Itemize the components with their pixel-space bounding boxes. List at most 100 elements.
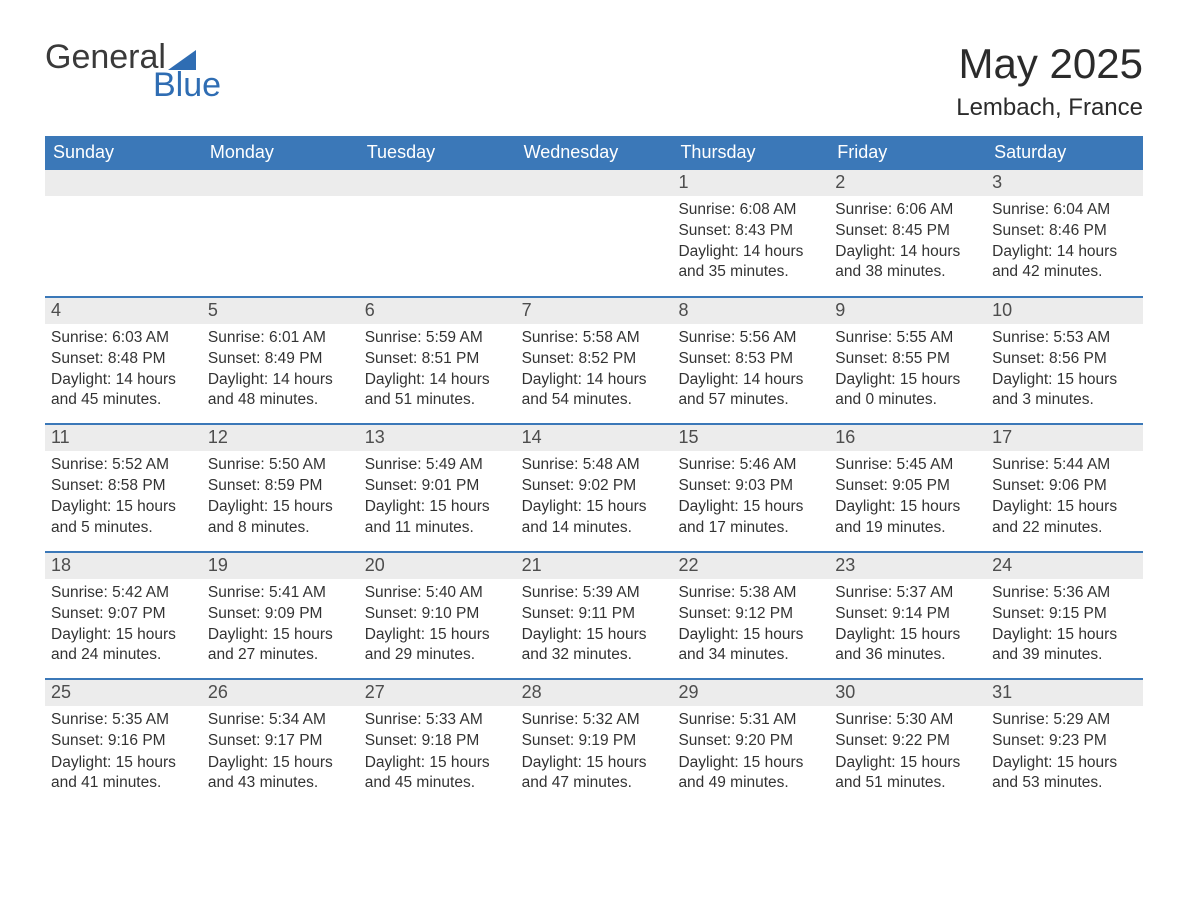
calendar-cell: 12Sunrise: 5:50 AMSunset: 8:59 PMDayligh… — [202, 425, 359, 551]
day-data: Sunrise: 5:31 AMSunset: 9:20 PMDaylight:… — [672, 706, 829, 793]
day-number — [45, 170, 202, 196]
day-data: Sunrise: 5:30 AMSunset: 9:22 PMDaylight:… — [829, 706, 986, 793]
day-data: Sunrise: 6:06 AMSunset: 8:45 PMDaylight:… — [829, 196, 986, 283]
week-row: 11Sunrise: 5:52 AMSunset: 8:58 PMDayligh… — [45, 423, 1143, 551]
calendar-cell: 28Sunrise: 5:32 AMSunset: 9:19 PMDayligh… — [516, 680, 673, 806]
sunrise-line: Sunrise: 5:40 AM — [365, 583, 510, 603]
sunrise-line: Sunrise: 5:49 AM — [365, 455, 510, 475]
day-number: 27 — [359, 680, 516, 706]
day-data: Sunrise: 5:42 AMSunset: 9:07 PMDaylight:… — [45, 579, 202, 666]
sunrise-line: Sunrise: 5:37 AM — [835, 583, 980, 603]
daylight-line: Daylight: 15 hours and 29 minutes. — [365, 625, 510, 665]
day-header: Sunday — [45, 136, 202, 170]
daylight-line: Daylight: 15 hours and 51 minutes. — [835, 753, 980, 793]
sunrise-line: Sunrise: 5:36 AM — [992, 583, 1137, 603]
logo-text-bottom: Blue — [153, 68, 221, 102]
day-data: Sunrise: 5:49 AMSunset: 9:01 PMDaylight:… — [359, 451, 516, 538]
sunrise-line: Sunrise: 5:35 AM — [51, 710, 196, 730]
daylight-line: Daylight: 14 hours and 48 minutes. — [208, 370, 353, 410]
calendar-cell: 25 Sunrise: 5:35 AMSunset: 9:16 PMDayligh… — [45, 680, 202, 806]
calendar-cell: 6Sunrise: 5:59 AMSunset: 8:51 PMDaylight… — [359, 298, 516, 424]
sunset-line: Sunset: 9:16 PM — [51, 731, 196, 751]
sunset-line: Sunset: 8:45 PM — [835, 221, 980, 241]
sunset-line: Sunset: 9:11 PM — [522, 604, 667, 624]
sunset-line: Sunset: 8:55 PM — [835, 349, 980, 369]
day-header: Thursday — [672, 136, 829, 170]
sunset-line: Sunset: 8:58 PM — [51, 476, 196, 496]
sunset-line: Sunset: 8:43 PM — [678, 221, 823, 241]
day-number: 20 — [359, 553, 516, 579]
calendar-cell: 17Sunrise: 5:44 AMSunset: 9:06 PMDayligh… — [986, 425, 1143, 551]
calendar-cell: 1Sunrise: 6:08 AMSunset: 8:43 PMDaylight… — [672, 170, 829, 296]
calendar-cell: 23Sunrise: 5:37 AMSunset: 9:14 PMDayligh… — [829, 553, 986, 679]
daylight-line: Daylight: 15 hours and 53 minutes. — [992, 753, 1137, 793]
day-number: 24 — [986, 553, 1143, 579]
daylight-line: Daylight: 15 hours and 22 minutes. — [992, 497, 1137, 537]
day-data: Sunrise: 5:41 AMSunset: 9:09 PMDaylight:… — [202, 579, 359, 666]
daylight-line: Daylight: 15 hours and 27 minutes. — [208, 625, 353, 665]
day-number: 1 — [672, 170, 829, 196]
day-data: Sunrise: 5:46 AMSunset: 9:03 PMDaylight:… — [672, 451, 829, 538]
sunset-line: Sunset: 8:56 PM — [992, 349, 1137, 369]
calendar-cell: 26Sunrise: 5:34 AMSunset: 9:17 PMDayligh… — [202, 680, 359, 806]
day-number: 22 — [672, 553, 829, 579]
day-number: 21 — [516, 553, 673, 579]
sunrise-line: Sunrise: 5:58 AM — [522, 328, 667, 348]
day-number: 4 — [45, 298, 202, 324]
sunrise-line: Sunrise: 6:06 AM — [835, 200, 980, 220]
day-data: Sunrise: 5:39 AMSunset: 9:11 PMDaylight:… — [516, 579, 673, 666]
logo-text-top: General — [45, 40, 166, 74]
day-header: Monday — [202, 136, 359, 170]
sunrise-line: Sunrise: 5:56 AM — [678, 328, 823, 348]
sunrise-line: Sunrise: 5:50 AM — [208, 455, 353, 475]
sunset-line: Sunset: 9:05 PM — [835, 476, 980, 496]
calendar-cell: 14Sunrise: 5:48 AMSunset: 9:02 PMDayligh… — [516, 425, 673, 551]
day-number: 12 — [202, 425, 359, 451]
sunset-line: Sunset: 9:01 PM — [365, 476, 510, 496]
daylight-line: Daylight: 15 hours and 41 minutes. — [51, 753, 196, 793]
daylight-line: Daylight: 15 hours and 8 minutes. — [208, 497, 353, 537]
calendar-cell: 21Sunrise: 5:39 AMSunset: 9:11 PMDayligh… — [516, 553, 673, 679]
sunrise-line: Sunrise: 5:46 AM — [678, 455, 823, 475]
sunrise-line: Sunrise: 5:33 AM — [365, 710, 510, 730]
sunrise-line: Sunrise: 5:39 AM — [522, 583, 667, 603]
day-data: Sunrise: 5:52 AMSunset: 8:58 PMDaylight:… — [45, 451, 202, 538]
day-data: Sunrise: 5:59 AMSunset: 8:51 PMDaylight:… — [359, 324, 516, 411]
calendar-cell: 15Sunrise: 5:46 AMSunset: 9:03 PMDayligh… — [672, 425, 829, 551]
sunrise-line: Sunrise: 6:08 AM — [678, 200, 823, 220]
day-number: 19 — [202, 553, 359, 579]
sunset-line: Sunset: 9:07 PM — [51, 604, 196, 624]
page-title: May 2025 — [956, 40, 1143, 88]
day-data: Sunrise: 5:58 AMSunset: 8:52 PMDaylight:… — [516, 324, 673, 411]
day-data: Sunrise: 6:08 AMSunset: 8:43 PMDaylight:… — [672, 196, 829, 283]
day-number: 5 — [202, 298, 359, 324]
daylight-line: Daylight: 15 hours and 24 minutes. — [51, 625, 196, 665]
sunset-line: Sunset: 9:18 PM — [365, 731, 510, 751]
week-row: 1Sunrise: 6:08 AMSunset: 8:43 PMDaylight… — [45, 170, 1143, 296]
day-number: 3 — [986, 170, 1143, 196]
sunrise-line: Sunrise: 5:44 AM — [992, 455, 1137, 475]
calendar-cell: 2Sunrise: 6:06 AMSunset: 8:45 PMDaylight… — [829, 170, 986, 296]
day-data: Sunrise: 6:01 AMSunset: 8:49 PMDaylight:… — [202, 324, 359, 411]
day-number — [359, 170, 516, 196]
sunrise-line: Sunrise: 5:30 AM — [835, 710, 980, 730]
sunrise-line: Sunrise: 5:29 AM — [992, 710, 1137, 730]
sunrise-line: Sunrise: 5:55 AM — [835, 328, 980, 348]
sunrise-line: Sunrise: 5:45 AM — [835, 455, 980, 475]
sunrise-line: Sunrise: 6:04 AM — [992, 200, 1137, 220]
daylight-line: Daylight: 14 hours and 38 minutes. — [835, 242, 980, 282]
daylight-line: Daylight: 15 hours and 49 minutes. — [678, 753, 823, 793]
daylight-line: Daylight: 14 hours and 51 minutes. — [365, 370, 510, 410]
day-data: Sunrise: 5:33 AMSunset: 9:18 PMDaylight:… — [359, 706, 516, 793]
sunset-line: Sunset: 8:51 PM — [365, 349, 510, 369]
daylight-line: Daylight: 15 hours and 32 minutes. — [522, 625, 667, 665]
sunset-line: Sunset: 9:22 PM — [835, 731, 980, 751]
sunrise-line: Sunrise: 5:31 AM — [678, 710, 823, 730]
calendar-cell: 19Sunrise: 5:41 AMSunset: 9:09 PMDayligh… — [202, 553, 359, 679]
calendar-cell: 29Sunrise: 5:31 AMSunset: 9:20 PMDayligh… — [672, 680, 829, 806]
day-number: 25 — [45, 680, 202, 706]
sunset-line: Sunset: 9:06 PM — [992, 476, 1137, 496]
calendar-cell: 31Sunrise: 5:29 AMSunset: 9:23 PMDayligh… — [986, 680, 1143, 806]
day-data: Sunrise: 5:34 AMSunset: 9:17 PMDaylight:… — [202, 706, 359, 793]
daylight-line: Daylight: 15 hours and 11 minutes. — [365, 497, 510, 537]
